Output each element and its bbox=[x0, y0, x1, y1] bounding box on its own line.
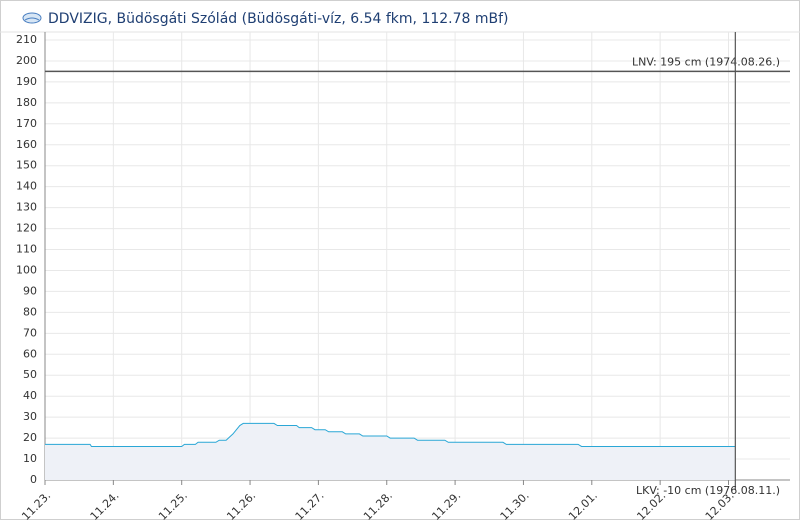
y-tick-label: 190 bbox=[16, 75, 37, 88]
y-tick-label: 60 bbox=[23, 347, 37, 360]
y-tick-label: 170 bbox=[16, 117, 37, 130]
y-tick-label: 140 bbox=[16, 180, 37, 193]
y-tick-label: 180 bbox=[16, 96, 37, 109]
y-tick-label: 120 bbox=[16, 222, 37, 235]
y-tick-label: 10 bbox=[23, 452, 37, 465]
y-tick-label: 30 bbox=[23, 410, 37, 423]
chart-title: DDVIZIG, Büdösgáti Szólád (Büdösgáti-víz… bbox=[48, 11, 509, 27]
y-tick-label: 50 bbox=[23, 368, 37, 381]
y-tick-label: 210 bbox=[16, 33, 37, 46]
y-tick-label: 80 bbox=[23, 305, 37, 318]
logo bbox=[22, 12, 42, 24]
y-tick-label: 100 bbox=[16, 263, 37, 276]
y-tick-label: 110 bbox=[16, 243, 37, 256]
line bbox=[45, 422, 736, 447]
reference-label: LNV: 195 cm (1974.08.26.) bbox=[632, 55, 780, 68]
y-tick-label: 20 bbox=[23, 431, 37, 444]
y-tick-label: 130 bbox=[16, 201, 37, 214]
y-tick-label: 160 bbox=[16, 138, 37, 151]
area bbox=[45, 423, 736, 480]
y-tick-label: 40 bbox=[23, 389, 37, 402]
bottom-note: LKV: -10 cm (1976.08.11.) bbox=[636, 484, 780, 497]
y-tick-label: 90 bbox=[23, 284, 37, 297]
y-tick-label: 70 bbox=[23, 326, 37, 339]
y-tick-label: 150 bbox=[16, 159, 37, 172]
y-tick-label: 200 bbox=[16, 54, 37, 67]
y-tick-label: 0 bbox=[30, 473, 37, 486]
